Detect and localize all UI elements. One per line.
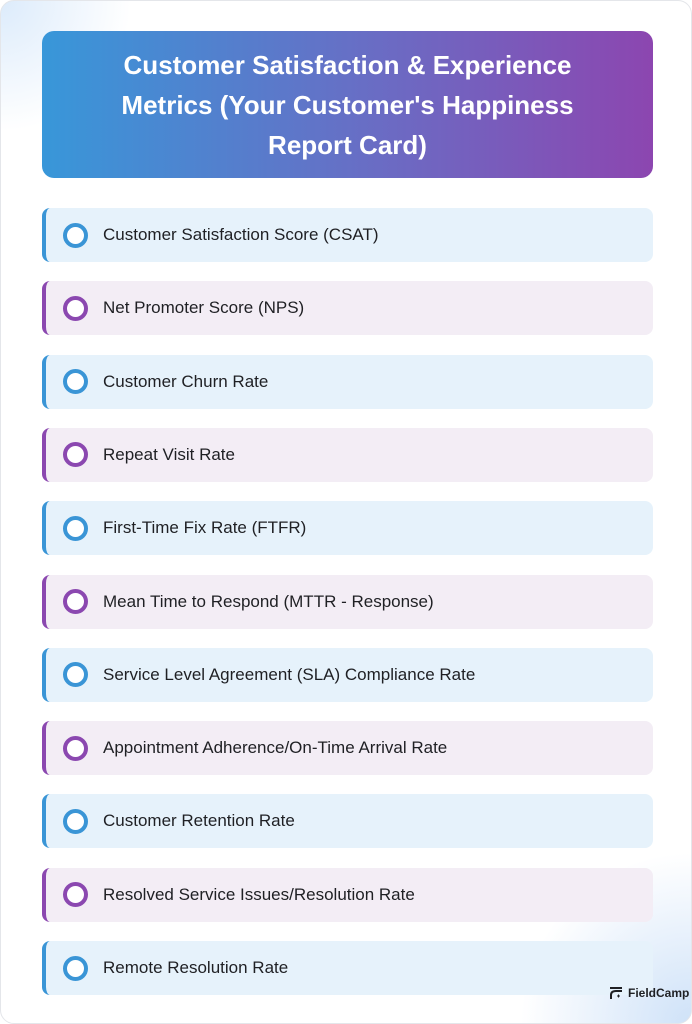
circle-bullet-icon (63, 589, 88, 614)
metric-item: Resolved Service Issues/Resolution Rate (42, 867, 653, 922)
metric-item: Customer Churn Rate (42, 354, 653, 409)
metric-item: Remote Resolution Rate (42, 941, 653, 995)
metric-label: Repeat Visit Rate (103, 444, 235, 464)
metric-item: Customer Retention Rate (42, 794, 653, 849)
metric-label: Remote Resolution Rate (103, 958, 289, 977)
metric-label: First-Time Fix Rate (FTFR) (103, 518, 307, 538)
metric-label: Resolved Service Issues/Resolution Rate (103, 884, 415, 904)
circle-bullet-icon (63, 808, 88, 834)
circle-bullet-icon (63, 882, 88, 908)
circle-bullet-icon (63, 442, 88, 468)
metric-label: Service Level Agreement (SLA) Compliance… (103, 664, 476, 684)
fieldcamp-logo-icon (610, 987, 622, 999)
brand-name: FieldCamp (628, 986, 690, 1000)
circle-bullet-icon (63, 955, 88, 981)
circle-bullet-icon (63, 222, 88, 248)
metric-item: Customer Satisfaction Score (CSAT) (42, 208, 653, 262)
circle-bullet-icon (63, 735, 88, 761)
circle-bullet-icon (63, 515, 88, 541)
metric-label: Appointment Adherence/On-Time Arrival Ra… (103, 738, 448, 758)
header-banner: Customer Satisfaction & Experience Metri… (42, 31, 653, 178)
circle-bullet-icon (63, 295, 88, 321)
metric-label: Customer Satisfaction Score (CSAT) (103, 225, 379, 244)
metric-item: Mean Time to Respond (MTTR - Response) (42, 574, 653, 629)
circle-bullet-icon (63, 662, 88, 688)
metric-item: First-Time Fix Rate (FTFR) (42, 501, 653, 556)
brand-logo: FieldCamp (609, 986, 689, 1000)
metric-item: Service Level Agreement (SLA) Compliance… (42, 647, 653, 702)
metric-label: Mean Time to Respond (MTTR - Response) (103, 591, 434, 611)
metric-label: Net Promoter Score (NPS) (103, 298, 305, 318)
page-title: Customer Satisfaction & Experience Metri… (121, 49, 574, 160)
metric-label: Customer Churn Rate (103, 371, 269, 391)
metric-label: Customer Retention Rate (103, 811, 295, 831)
metric-item: Net Promoter Score (NPS) (42, 281, 653, 336)
metric-item: Appointment Adherence/On-Time Arrival Ra… (42, 721, 653, 776)
metric-item: Repeat Visit Rate (42, 427, 653, 482)
circle-bullet-icon (63, 369, 88, 395)
